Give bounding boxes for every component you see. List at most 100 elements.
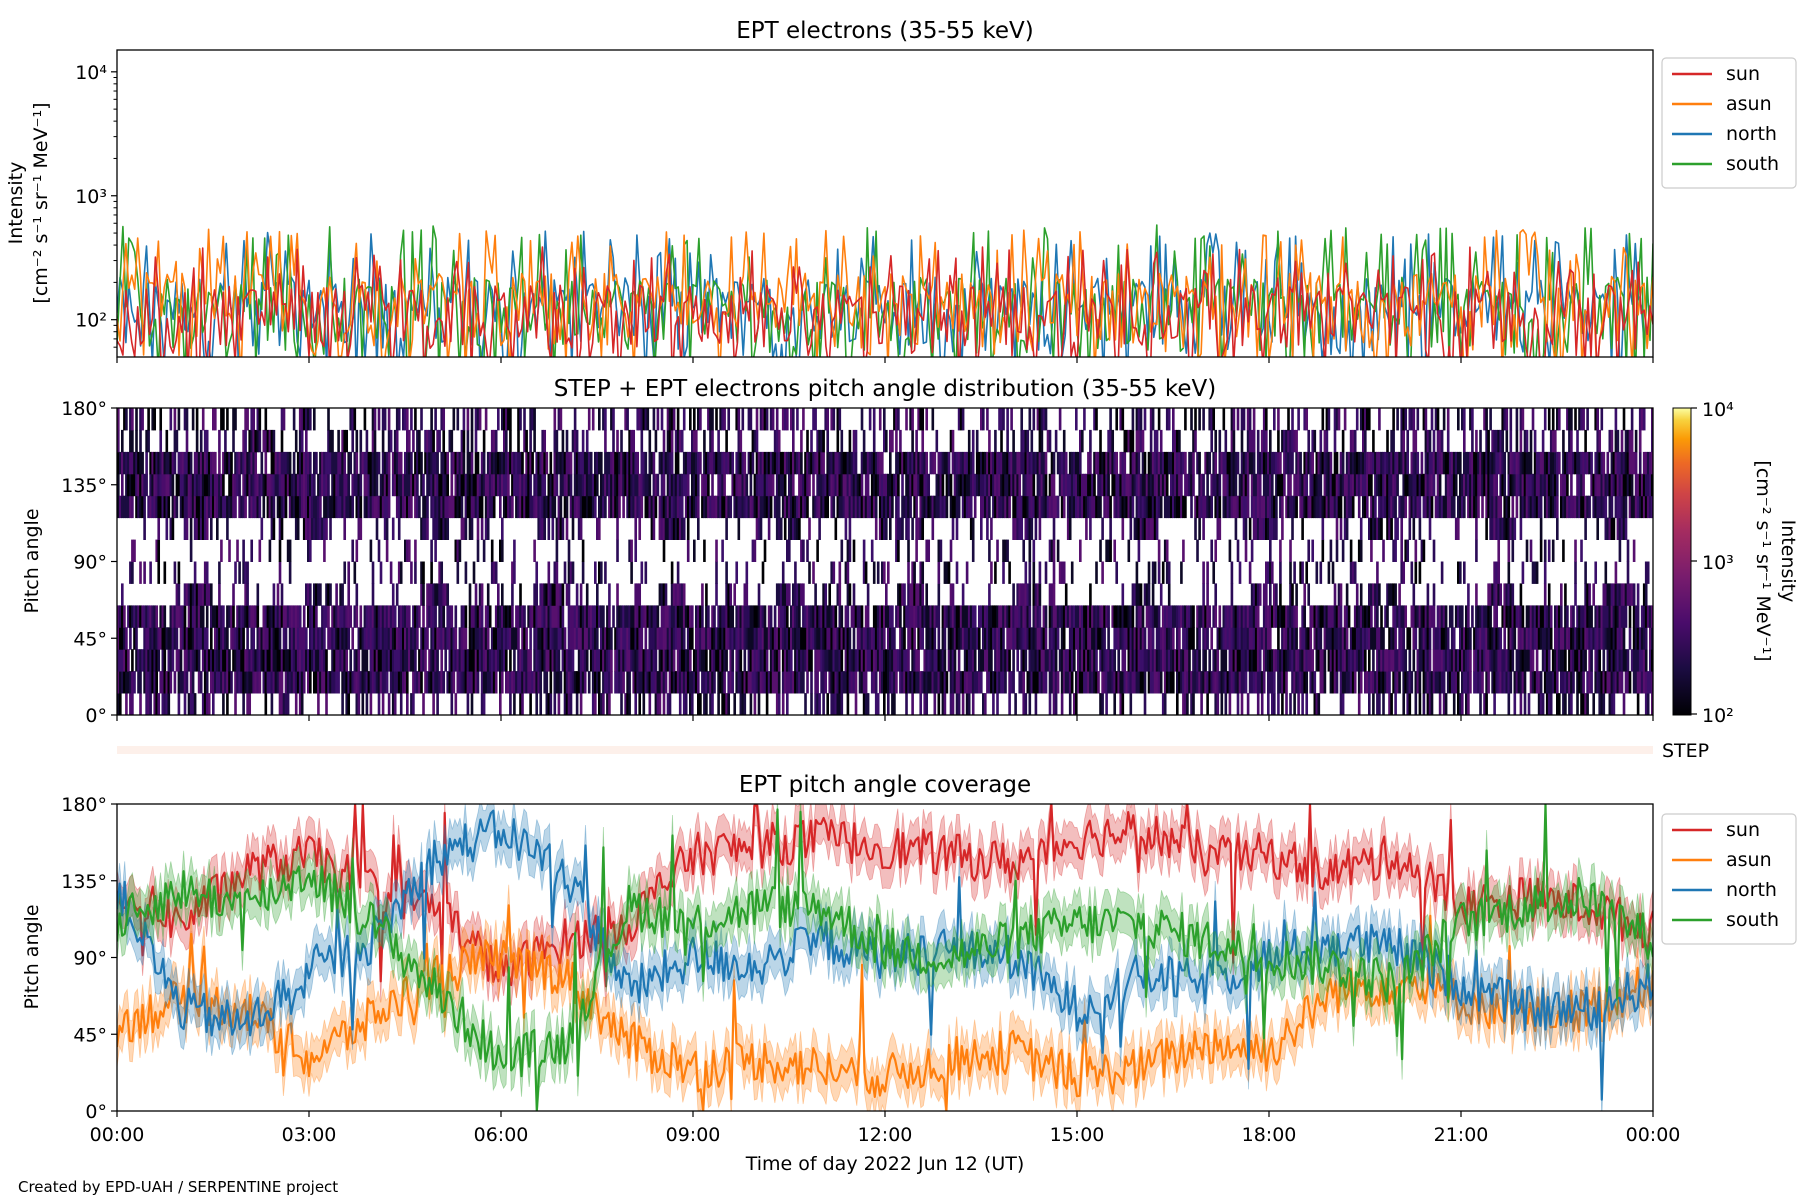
pad-cell — [1151, 451, 1155, 475]
pad-cell — [1230, 583, 1234, 606]
pad-cell — [155, 605, 159, 628]
pad-cell — [860, 605, 864, 628]
pad-cell — [616, 649, 619, 672]
pad-cell — [286, 605, 290, 628]
pad-cell — [808, 627, 811, 650]
pad-cell — [1020, 408, 1024, 431]
pad-cell — [975, 627, 979, 650]
pad-cell — [501, 517, 504, 540]
pad-cell — [1226, 627, 1230, 650]
pad-cell — [505, 495, 508, 519]
pad-cell — [600, 649, 603, 672]
pad-cell — [480, 693, 484, 715]
pad-cell — [951, 627, 955, 650]
pad-cell — [143, 649, 146, 672]
pad-cell — [434, 495, 437, 519]
pad-cell — [957, 671, 961, 694]
pad-cell — [682, 473, 686, 497]
pad-cell — [367, 451, 371, 475]
pad-cell — [941, 451, 945, 475]
pad-cell — [895, 539, 898, 562]
pad-cell — [397, 671, 401, 694]
pad-cell — [775, 693, 779, 715]
pad-cell — [717, 649, 720, 672]
pad-cell — [931, 517, 935, 540]
pad-cell — [1073, 693, 1076, 715]
pad-cell — [1105, 649, 1108, 672]
pad-cell — [887, 605, 890, 628]
pad-cell — [547, 473, 551, 497]
pad-cell — [1133, 451, 1137, 475]
pad-cell — [1056, 451, 1060, 475]
pad-cell — [563, 693, 567, 715]
pad-cell — [309, 605, 312, 628]
pad-cell — [1174, 495, 1177, 519]
pad-cell — [1143, 408, 1147, 431]
pad-cell — [1075, 473, 1078, 497]
pad-cell — [345, 649, 349, 672]
pad-cell — [244, 473, 247, 497]
pad-cell — [551, 495, 555, 519]
pad-cell — [462, 408, 466, 431]
panel2-heatmap — [117, 408, 1653, 715]
pad-cell — [183, 451, 187, 475]
pad-cell — [1170, 627, 1173, 650]
pad-cell — [464, 605, 468, 628]
pad-cell — [145, 627, 148, 650]
pad-cell — [929, 671, 933, 694]
pad-cell — [654, 429, 658, 453]
pad-cell — [436, 627, 439, 650]
pad-cell — [753, 627, 757, 650]
pad-cell — [185, 517, 189, 540]
pad-cell — [1062, 561, 1066, 584]
pad-cell — [1216, 693, 1220, 715]
pad-cell — [133, 605, 136, 628]
pad-cell — [676, 473, 680, 497]
pad-cell — [446, 671, 450, 694]
pad-cell — [244, 583, 247, 606]
pad-cell — [286, 649, 290, 672]
pad-cell — [246, 408, 249, 431]
pad-cell — [1012, 473, 1015, 497]
pad-cell — [1267, 473, 1270, 497]
pad-cell — [1275, 605, 1278, 628]
pad-cell — [1289, 473, 1292, 497]
pad-cell — [951, 671, 955, 694]
pad-cell — [923, 649, 927, 672]
pad-cell — [525, 429, 528, 453]
pad-cell — [840, 671, 844, 694]
pad-cell — [1238, 561, 1242, 584]
pad-cell — [1070, 671, 1074, 694]
pad-cell — [145, 429, 148, 453]
pad-cell — [1174, 649, 1177, 672]
pad-cell — [978, 649, 981, 672]
pad-cell — [248, 649, 252, 672]
pad-cell — [1117, 473, 1121, 497]
pad-cell — [585, 495, 589, 519]
pad-cell — [151, 649, 155, 672]
pad-cell — [406, 539, 409, 562]
pad-cell — [319, 583, 322, 606]
pad-cell — [268, 605, 272, 628]
pad-cell — [385, 473, 389, 497]
pad-cell — [1048, 539, 1052, 562]
pad-cell — [1002, 408, 1005, 431]
pad-cell — [889, 671, 892, 694]
pad-cell — [725, 583, 728, 606]
pad-cell — [703, 627, 706, 650]
pad-cell — [163, 627, 167, 650]
pad-cell — [640, 605, 644, 628]
pad-cell — [725, 561, 728, 584]
pad-cell — [634, 539, 638, 562]
pad-cell — [765, 671, 769, 694]
pad-cell — [159, 627, 163, 650]
pad-cell — [315, 605, 318, 628]
pad-cell — [563, 671, 567, 694]
pad-cell — [272, 429, 276, 453]
pad-cell — [1159, 627, 1163, 650]
pad-cell — [1121, 517, 1125, 540]
pad-cell — [1131, 627, 1135, 650]
pad-cell — [137, 473, 140, 497]
pad-cell — [727, 605, 731, 628]
pad-cell — [713, 605, 716, 628]
